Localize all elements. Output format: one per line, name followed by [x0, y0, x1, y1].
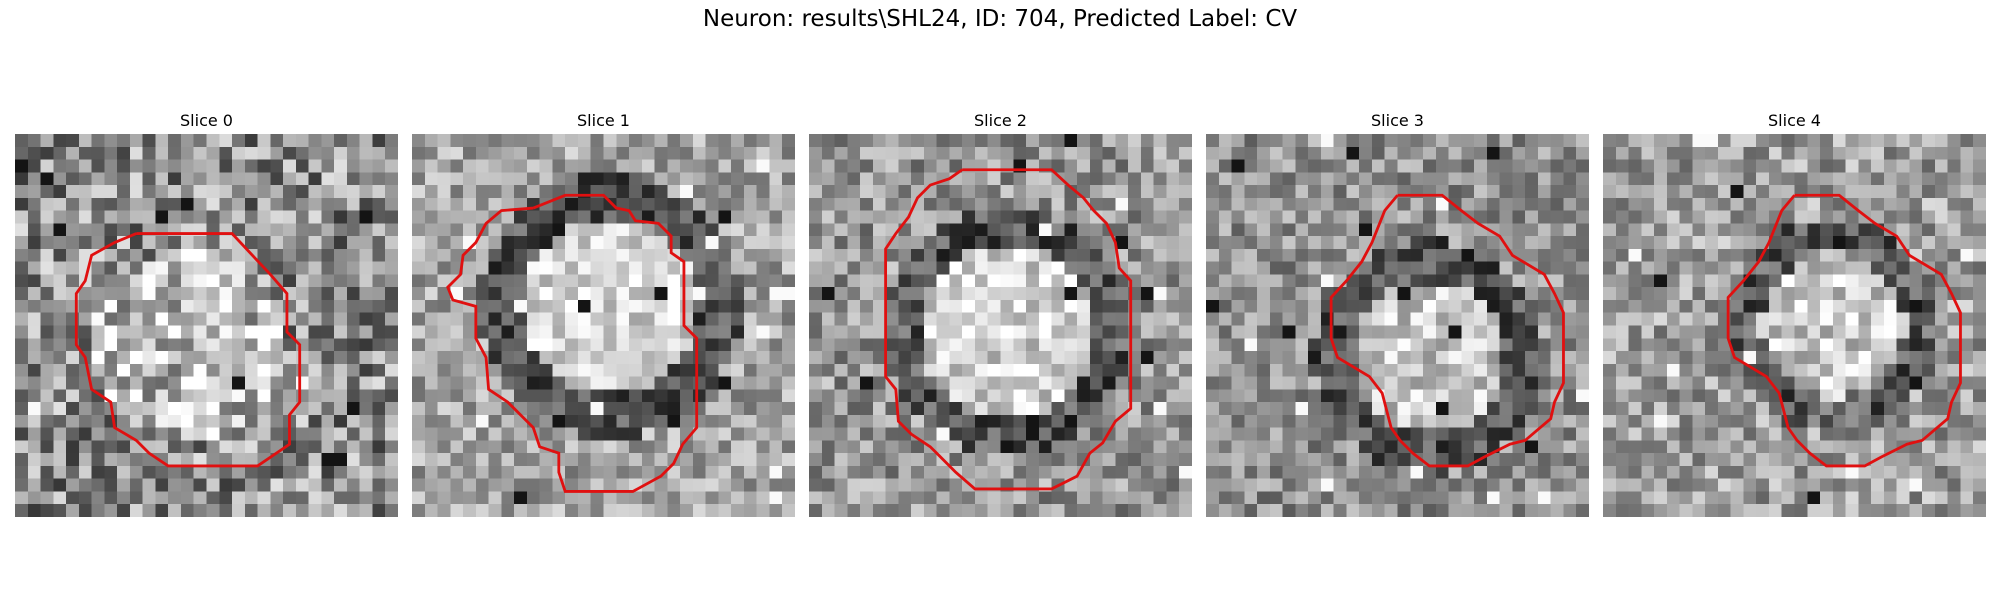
- slice-panel-3: Slice 3: [1206, 108, 1589, 517]
- slice-panel-2: Slice 2: [809, 108, 1192, 517]
- slice-panel-4: Slice 4: [1603, 108, 1986, 517]
- slice-pixels-2: [809, 134, 1192, 517]
- slice-pixels-3: [1206, 134, 1589, 517]
- neuron-contour-0: [74, 232, 302, 468]
- slice-image-0: [15, 134, 398, 517]
- slice-title-0: Slice 0: [180, 111, 233, 130]
- slice-panel-0: Slice 0: [15, 108, 398, 517]
- slice-image-1: [412, 134, 795, 517]
- slice-pixels-4: [1603, 134, 1986, 517]
- slice-title-2: Slice 2: [974, 111, 1027, 130]
- slice-image-2: [809, 134, 1192, 517]
- neuron-contour-2: [884, 168, 1133, 491]
- neuron-contour-4: [1726, 193, 1962, 468]
- slice-image-3: [1206, 134, 1589, 517]
- slice-pixels-1: [412, 134, 795, 517]
- slice-title-3: Slice 3: [1371, 111, 1424, 130]
- slice-panel-1: Slice 1: [412, 108, 795, 517]
- slice-title-1: Slice 1: [577, 111, 630, 130]
- slice-pixels-0: [15, 134, 398, 517]
- slice-title-4: Slice 4: [1768, 111, 1821, 130]
- figure-title: Neuron: results\SHL24, ID: 704, Predicte…: [702, 6, 1298, 32]
- neuron-contour-1: [446, 193, 699, 493]
- neuron-contour-3: [1329, 193, 1565, 468]
- slice-image-4: [1603, 134, 1986, 517]
